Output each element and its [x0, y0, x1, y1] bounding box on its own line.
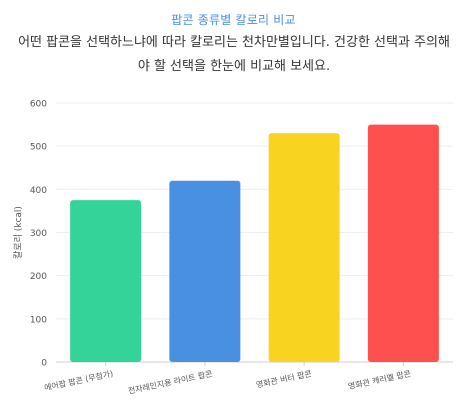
y-tick-label: 500 — [30, 143, 47, 153]
bar[interactable] — [268, 133, 340, 362]
chart-description: 어떤 팝콘을 선택하느냐에 따라 칼로리는 천차만별입니다. 건강한 선택과 주… — [18, 35, 450, 74]
y-tick-label: 0 — [41, 359, 47, 369]
y-axis-ticks: 0 100 200 300 400 500 600 — [30, 100, 47, 369]
x-tick-label: 전자레인지용 라이트 팝콘 — [127, 368, 213, 396]
bars — [70, 124, 439, 362]
bar[interactable] — [169, 180, 241, 362]
x-axis-ticks: 에어팝 팝콘 (무첨가) 전자레인지용 라이트 팝콘 영화관 버터 팝콘 영화관 캐러… — [43, 362, 412, 396]
y-tick-label: 100 — [30, 315, 47, 325]
y-axis-label: 칼로리 (kcal) — [13, 206, 24, 259]
y-tick-label: 200 — [30, 272, 47, 282]
bar[interactable] — [70, 200, 142, 362]
y-tick-label: 600 — [30, 100, 47, 110]
chart-title: 팝콘 종류별 칼로리 비교 — [171, 13, 296, 27]
y-tick-label: 300 — [30, 229, 47, 239]
x-tick-label: 영화관 버터 팝콘 — [255, 368, 312, 390]
x-tick-label: 영화관 캐러멜 팝콘 — [347, 368, 412, 391]
x-tick-label: 에어팝 팝콘 (무첨가) — [43, 368, 114, 392]
y-tick-label: 400 — [30, 186, 47, 196]
bar[interactable] — [367, 124, 439, 362]
